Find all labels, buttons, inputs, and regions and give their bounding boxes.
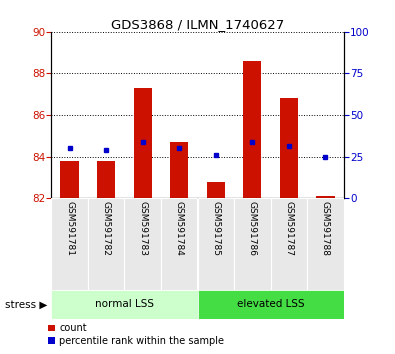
Bar [234, 198, 271, 290]
Bar [134, 88, 152, 198]
Bar [161, 198, 198, 290]
Text: GSM591785: GSM591785 [211, 201, 220, 256]
Text: normal LSS: normal LSS [95, 299, 154, 309]
Bar [316, 196, 335, 198]
Text: GSM591781: GSM591781 [65, 201, 74, 256]
Text: GSM591783: GSM591783 [138, 201, 147, 256]
Legend: count, percentile rank within the sample: count, percentile rank within the sample [48, 324, 224, 346]
Text: GSM591782: GSM591782 [102, 201, 111, 256]
Bar [243, 61, 261, 198]
Bar [271, 198, 307, 290]
Text: GSM591787: GSM591787 [284, 201, 293, 256]
Bar [280, 98, 298, 198]
Title: GDS3868 / ILMN_1740627: GDS3868 / ILMN_1740627 [111, 18, 284, 31]
Bar [198, 198, 234, 290]
Text: GSM591788: GSM591788 [321, 201, 330, 256]
Text: stress ▶: stress ▶ [5, 299, 47, 309]
Bar [307, 198, 344, 290]
Bar [97, 161, 115, 198]
Text: GSM591784: GSM591784 [175, 201, 184, 256]
Bar [207, 182, 225, 198]
Bar [51, 198, 88, 290]
Bar [51, 290, 198, 319]
Bar [198, 290, 344, 319]
Text: elevated LSS: elevated LSS [237, 299, 305, 309]
Bar [60, 161, 79, 198]
Bar [88, 198, 124, 290]
Bar [170, 142, 188, 198]
Bar [124, 198, 161, 290]
Text: GSM591786: GSM591786 [248, 201, 257, 256]
